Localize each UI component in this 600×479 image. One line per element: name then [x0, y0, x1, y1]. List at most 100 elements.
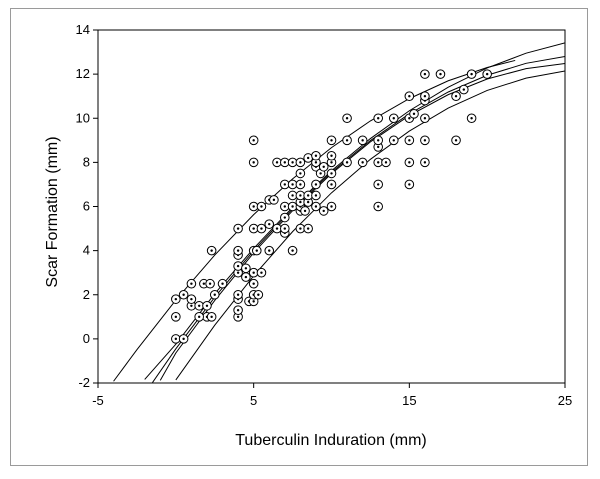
data-point — [256, 223, 267, 234]
data-point — [295, 179, 306, 190]
point-dot — [291, 205, 294, 208]
point-dot — [174, 337, 178, 341]
point-dot — [361, 139, 364, 142]
data-point — [209, 289, 220, 300]
point-dot — [174, 297, 178, 301]
data-point — [233, 289, 243, 300]
data-point — [342, 113, 352, 124]
data-point — [404, 91, 415, 101]
data-point — [251, 245, 262, 256]
data-point — [318, 161, 329, 172]
data-point — [241, 263, 251, 274]
point-dot — [299, 172, 302, 175]
point-dot — [412, 112, 416, 116]
point-dot — [255, 249, 258, 252]
point-dot — [392, 139, 395, 142]
point-dot — [377, 145, 380, 149]
data-point — [171, 334, 181, 344]
x-tick-label: 5 — [250, 393, 257, 408]
point-dot — [361, 161, 364, 164]
point-dot — [377, 205, 380, 208]
point-dot — [303, 209, 307, 213]
data-point — [186, 294, 197, 304]
y-tick-label: 10 — [76, 110, 90, 125]
data-point — [280, 223, 290, 234]
point-dot — [462, 88, 466, 91]
point-dot — [252, 271, 255, 274]
point-dot — [306, 200, 310, 204]
point-dot — [236, 308, 240, 312]
point-dot — [345, 139, 349, 142]
data-point — [202, 300, 212, 311]
point-dot — [384, 161, 388, 164]
point-dot — [252, 139, 255, 142]
data-point — [280, 157, 290, 168]
data-point — [253, 289, 264, 300]
point-dot — [470, 117, 473, 120]
data-point — [326, 168, 337, 179]
point-dot — [314, 161, 318, 164]
point-dot — [252, 300, 255, 303]
x-tick-label: -5 — [92, 393, 104, 408]
point-dot — [272, 198, 276, 202]
point-dot — [190, 282, 193, 285]
data-point — [256, 201, 267, 212]
data-point — [451, 91, 461, 101]
point-dot — [210, 249, 213, 252]
data-point — [420, 69, 430, 79]
data-point — [233, 261, 243, 271]
y-tick-label: 6 — [83, 199, 90, 214]
data-point — [311, 201, 321, 212]
data-point — [233, 267, 243, 278]
point-dot — [190, 297, 193, 301]
point-dot — [236, 264, 240, 268]
data-point — [295, 157, 306, 168]
point-dot — [377, 139, 380, 142]
point-dot — [314, 194, 318, 197]
point-dot — [439, 72, 442, 76]
point-dot — [314, 183, 318, 186]
point-dot — [283, 216, 286, 219]
data-point — [404, 157, 415, 168]
data-point — [217, 278, 228, 289]
curve-1 — [144, 42, 565, 380]
data-point — [404, 135, 415, 146]
point-dot — [236, 315, 240, 319]
point-dot — [377, 117, 380, 120]
data-point — [248, 278, 259, 289]
point-dot — [275, 161, 279, 164]
point-dot — [252, 161, 255, 164]
x-axis-title: Tuberculin Induration (mm) — [235, 432, 426, 449]
data-point — [280, 212, 290, 223]
point-dot — [423, 72, 427, 76]
data-point — [248, 223, 259, 234]
point-dot — [257, 293, 260, 296]
data-point — [295, 168, 306, 179]
point-dot — [299, 183, 302, 186]
point-dot — [182, 293, 185, 296]
point-dot — [221, 282, 224, 285]
point-dot — [322, 165, 325, 168]
curve-4 — [175, 70, 565, 381]
point-dot — [252, 205, 255, 208]
data-point — [311, 150, 321, 161]
point-dot — [330, 172, 333, 175]
point-dot — [408, 94, 411, 98]
data-point — [171, 312, 181, 322]
point-dot — [470, 72, 473, 76]
data-point — [206, 312, 217, 322]
point-dot — [330, 139, 333, 142]
point-dot — [330, 161, 333, 164]
x-tick-label: 15 — [402, 393, 416, 408]
point-dot — [408, 117, 411, 120]
point-dot — [345, 161, 349, 164]
data-point — [420, 157, 430, 168]
data-point — [318, 206, 329, 216]
data-point — [373, 113, 384, 124]
data-point — [233, 223, 243, 234]
point-dot — [210, 315, 213, 319]
point-dot — [283, 183, 286, 186]
point-dot — [244, 267, 248, 270]
data-point — [311, 179, 321, 190]
point-dot — [291, 194, 294, 197]
